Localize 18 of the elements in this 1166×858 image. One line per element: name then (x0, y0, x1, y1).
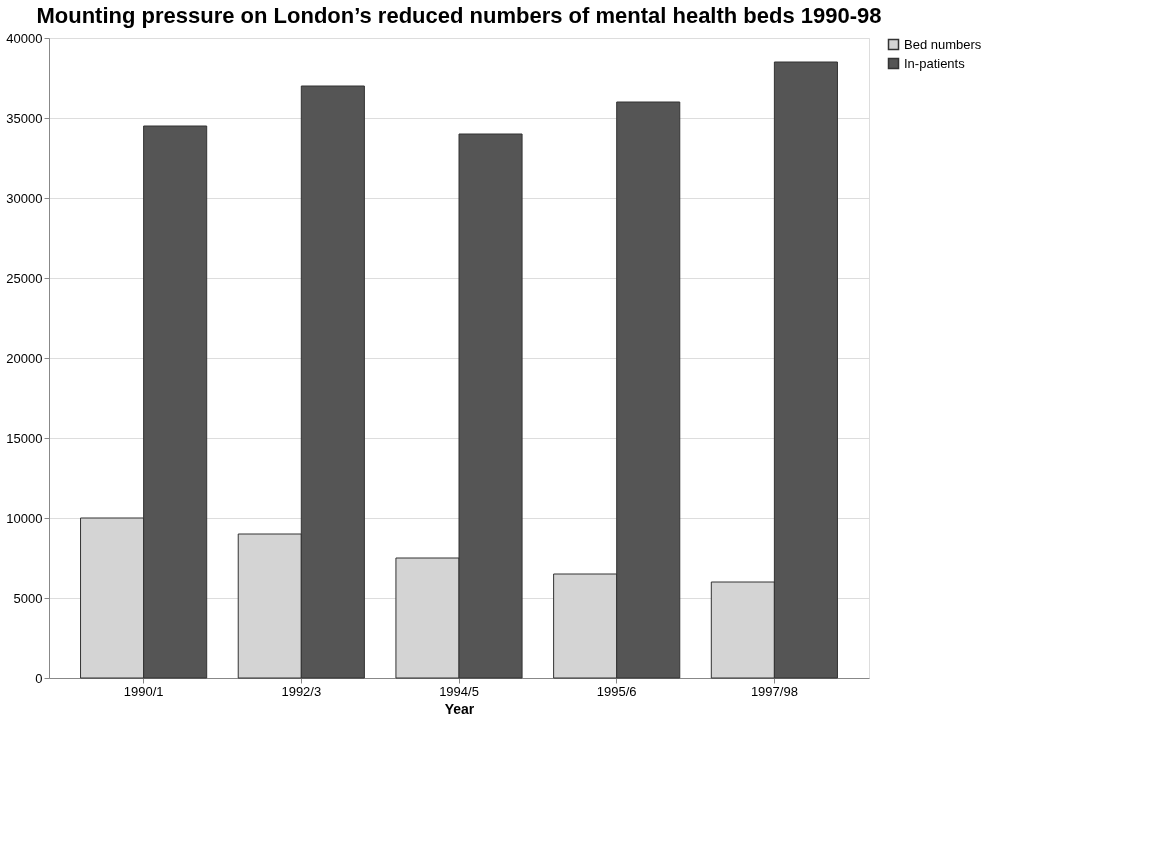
y-tick-label: 35000 (6, 110, 43, 126)
legend-label: Bed numbers (904, 36, 982, 52)
y-tick-label: 40000 (6, 30, 43, 46)
legend-label: In-patients (904, 55, 966, 71)
x-tick-label: 1997/98 (750, 683, 798, 699)
x-axis-title: Year (444, 700, 475, 717)
x-tick-label: 1994/5 (439, 683, 479, 699)
x-tick-label: 1990/1 (123, 683, 164, 699)
y-tick-label: 25000 (6, 270, 43, 286)
chart-title: Mounting pressure on London’s reduced numbers of mental health beds 1990-98 (36, 3, 882, 28)
y-tick-label: 0 (35, 670, 43, 686)
y-tick-label: 15000 (6, 430, 43, 446)
x-tick-label: 1995/6 (596, 683, 637, 699)
y-tick-label: 20000 (6, 350, 43, 366)
y-tick-label: 30000 (6, 190, 43, 206)
x-tick-label: 1992/3 (281, 683, 322, 699)
y-tick-label: 10000 (6, 510, 43, 526)
y-tick-label: 5000 (13, 590, 43, 606)
